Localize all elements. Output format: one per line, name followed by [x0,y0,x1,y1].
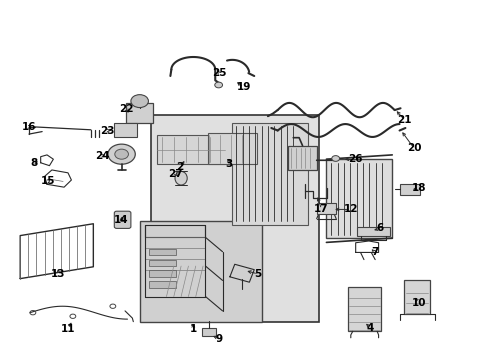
Text: 1: 1 [189,324,197,334]
Bar [326,159,391,238]
Circle shape [108,144,135,164]
Bar [149,281,176,288]
Circle shape [120,218,125,222]
Bar [207,134,256,164]
Bar [404,280,429,315]
Text: 8: 8 [30,158,38,168]
Bar [157,135,224,164]
Circle shape [131,95,148,108]
Text: 25: 25 [211,68,226,78]
Text: 7: 7 [371,247,378,257]
Text: 5: 5 [254,269,261,279]
Bar [126,103,153,123]
FancyBboxPatch shape [114,211,131,228]
Bar [149,249,176,255]
Text: 9: 9 [215,333,222,343]
Text: 23: 23 [100,126,114,135]
Text: 24: 24 [95,150,109,161]
Text: 10: 10 [411,298,426,308]
Text: 18: 18 [411,183,426,193]
Bar [140,221,261,321]
Text: 21: 21 [396,115,411,125]
Text: 22: 22 [119,104,134,114]
Text: 6: 6 [376,224,383,233]
Text: 3: 3 [225,159,232,169]
Text: 16: 16 [21,122,36,132]
Text: 13: 13 [51,269,65,279]
Bar [288,145,316,170]
Bar [399,184,419,195]
Ellipse shape [175,171,187,185]
Text: 12: 12 [343,204,357,215]
Bar [149,270,176,277]
Bar [347,287,380,331]
Bar [356,226,389,235]
Bar [114,123,137,137]
Text: 27: 27 [167,168,182,179]
Bar [316,203,335,214]
Circle shape [331,156,339,161]
Text: 14: 14 [114,215,129,225]
Text: 26: 26 [348,154,362,164]
Text: 20: 20 [406,143,421,153]
Bar [232,123,307,225]
Bar [149,260,176,266]
Text: 15: 15 [41,176,56,186]
Text: 4: 4 [366,323,373,333]
Text: 2: 2 [176,162,183,172]
Text: 17: 17 [314,204,328,215]
Bar [201,328,216,336]
Circle shape [214,82,222,88]
Bar [151,116,319,321]
Text: 11: 11 [61,324,75,334]
Text: 19: 19 [236,82,250,93]
Circle shape [115,149,128,159]
